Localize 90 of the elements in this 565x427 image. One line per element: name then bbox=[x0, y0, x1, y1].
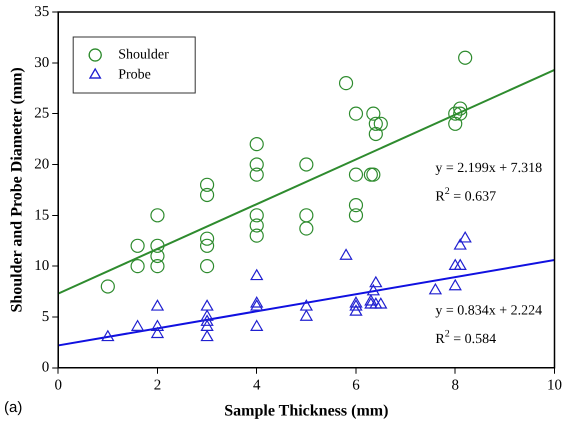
legend-label: Probe bbox=[118, 68, 151, 83]
point bbox=[366, 168, 380, 182]
x-tick-label: 10 bbox=[547, 378, 562, 394]
point bbox=[250, 269, 263, 280]
y-tick-label: 30 bbox=[34, 54, 50, 71]
point bbox=[100, 279, 115, 294]
point bbox=[449, 279, 462, 290]
annotation: y = 2.199x + 7.318 bbox=[435, 161, 542, 176]
point bbox=[370, 276, 382, 288]
point bbox=[299, 208, 314, 222]
point bbox=[348, 106, 364, 121]
y-axis-title: Shoulder and Probe Diameter (mm) bbox=[8, 67, 26, 313]
y-tick-label: 20 bbox=[34, 156, 50, 172]
point bbox=[250, 300, 263, 311]
y-tick-label: 15 bbox=[34, 207, 50, 224]
point bbox=[350, 304, 362, 316]
point bbox=[151, 320, 164, 331]
point bbox=[350, 300, 362, 311]
point bbox=[150, 208, 165, 222]
point bbox=[200, 178, 214, 192]
point bbox=[453, 106, 468, 121]
point bbox=[458, 50, 472, 65]
point bbox=[150, 238, 165, 253]
point bbox=[200, 232, 214, 246]
point bbox=[250, 228, 264, 243]
point bbox=[367, 284, 380, 296]
point bbox=[200, 330, 214, 342]
x-tick-label: 4 bbox=[252, 378, 261, 394]
point bbox=[102, 330, 114, 342]
point bbox=[200, 188, 214, 202]
point bbox=[250, 296, 263, 308]
y-tick-label: 5 bbox=[42, 308, 50, 325]
point bbox=[364, 168, 378, 182]
legend-label: Shoulder bbox=[118, 48, 170, 63]
point bbox=[340, 248, 352, 260]
point bbox=[131, 320, 144, 331]
point bbox=[368, 126, 383, 142]
point bbox=[250, 208, 264, 222]
point bbox=[300, 300, 313, 311]
point bbox=[200, 314, 214, 326]
point bbox=[299, 221, 314, 236]
x-tick-label: 0 bbox=[54, 378, 62, 394]
point bbox=[130, 238, 145, 253]
y-tick-label: 10 bbox=[34, 258, 50, 274]
point bbox=[366, 106, 380, 121]
point bbox=[200, 259, 214, 274]
point bbox=[348, 198, 364, 212]
point bbox=[348, 208, 364, 222]
point bbox=[348, 168, 364, 182]
point bbox=[200, 310, 214, 321]
y-tick-label: 25 bbox=[34, 106, 50, 122]
point bbox=[449, 259, 462, 270]
x-tick-label: 8 bbox=[451, 378, 459, 394]
point bbox=[429, 283, 442, 294]
annotation: y = 0.834x + 2.224 bbox=[435, 304, 542, 319]
point bbox=[368, 116, 383, 131]
point bbox=[374, 298, 388, 309]
point bbox=[130, 259, 145, 274]
point bbox=[370, 298, 382, 309]
point bbox=[448, 106, 462, 121]
point bbox=[364, 298, 378, 309]
point bbox=[250, 137, 264, 152]
point bbox=[350, 296, 362, 308]
point bbox=[250, 320, 263, 331]
x-tick-label: 2 bbox=[154, 378, 162, 394]
point bbox=[374, 116, 388, 131]
point bbox=[338, 76, 354, 90]
point bbox=[250, 157, 264, 172]
point bbox=[200, 300, 214, 311]
point bbox=[299, 157, 314, 172]
y-tick-label: 0 bbox=[42, 360, 50, 376]
point bbox=[458, 232, 472, 243]
point bbox=[200, 320, 214, 331]
point bbox=[151, 300, 164, 311]
point bbox=[454, 259, 466, 270]
point bbox=[200, 238, 214, 253]
point bbox=[150, 248, 165, 264]
point bbox=[448, 116, 462, 131]
point bbox=[250, 218, 264, 233]
text: (a) bbox=[4, 399, 22, 416]
x-tick-label: 6 bbox=[352, 378, 360, 394]
point bbox=[453, 101, 468, 116]
point bbox=[250, 168, 264, 182]
point bbox=[150, 259, 165, 274]
point bbox=[454, 238, 466, 250]
x-axis-title: Sample Thickness (mm) bbox=[224, 402, 388, 420]
point bbox=[151, 327, 164, 338]
point bbox=[300, 310, 313, 321]
point bbox=[364, 294, 378, 306]
y-tick-label: 35 bbox=[34, 4, 50, 20]
